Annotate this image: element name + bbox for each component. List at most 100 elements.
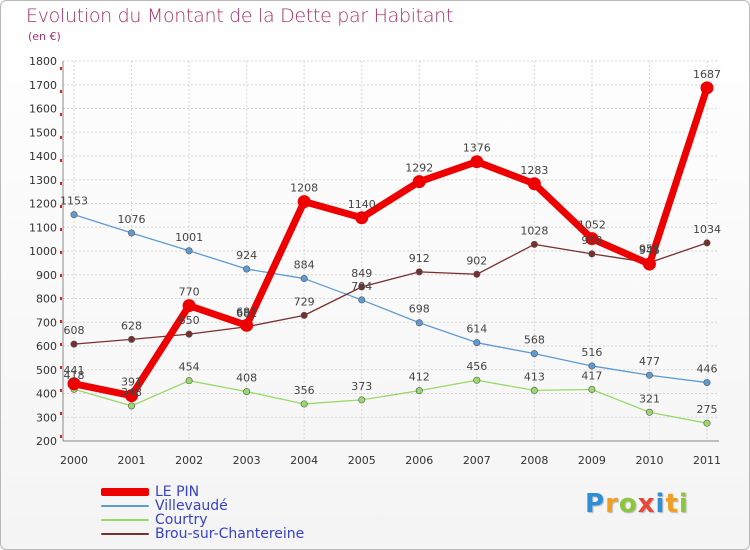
data-label-le-pin: 1140 <box>348 198 376 211</box>
point-villevaud--2000 <box>70 211 78 219</box>
point-brou-sur-chantereine-2004 <box>300 311 308 319</box>
point-le-pin-2004 <box>297 195 311 209</box>
point-brou-sur-chantereine-2002 <box>185 330 193 338</box>
point-villevaud--2004 <box>300 275 308 283</box>
y-tick-label: 1400 <box>29 150 57 163</box>
point-brou-sur-chantereine-2011 <box>703 239 711 247</box>
data-label-brou-sur-chantereine: 650 <box>179 314 200 327</box>
data-label-villevaud-: 614 <box>466 323 487 336</box>
x-tick-label: 2003 <box>233 454 261 467</box>
point-brou-sur-chantereine-2009 <box>588 250 596 258</box>
data-label-le-pin: 1283 <box>520 164 548 177</box>
point-courtry-2009 <box>588 385 596 393</box>
point-villevaud--2003 <box>243 265 251 273</box>
data-label-villevaud-: 794 <box>351 280 372 293</box>
label-layer: 1153 1076 1001 924 884 794 698 614 568 516 477 446 4… <box>60 68 721 416</box>
legend-label: Villevaudé <box>155 498 228 514</box>
point-brou-sur-chantereine-2007 <box>473 270 481 278</box>
data-label-le-pin: 1376 <box>463 142 491 155</box>
legend-swatch <box>101 533 149 535</box>
data-label-le-pin: 770 <box>179 286 200 299</box>
y-tick-label: 1700 <box>29 79 57 92</box>
chart-title: Evolution du Montant de la Dette par Hab… <box>26 5 454 27</box>
data-label-courtry: 413 <box>524 370 545 383</box>
x-tick-label: 2010 <box>635 454 663 467</box>
point-villevaud--2009 <box>588 362 596 370</box>
point-le-pin-2003 <box>240 318 254 332</box>
legend-label: Brou-sur-Chantereine <box>155 526 305 542</box>
y-tick-label: 400 <box>36 388 57 401</box>
point-villevaud--2010 <box>645 371 653 379</box>
data-label-courtry: 417 <box>581 369 602 382</box>
data-label-courtry: 373 <box>351 380 372 393</box>
data-label-le-pin: 391 <box>121 376 142 389</box>
data-label-brou-sur-chantereine: 849 <box>351 267 372 280</box>
point-le-pin-2006 <box>412 175 426 189</box>
legend-label: Courtry <box>155 512 208 528</box>
y-tick-label: 700 <box>36 316 57 329</box>
data-label-villevaud-: 884 <box>294 259 315 272</box>
point-courtry-2010 <box>645 408 653 416</box>
point-villevaud--2001 <box>128 229 136 237</box>
data-label-courtry: 356 <box>294 384 315 397</box>
point-villevaud--2005 <box>358 296 366 304</box>
x-tick-label: 2004 <box>290 454 318 467</box>
y-tick-label: 500 <box>36 364 57 377</box>
legend-swatch <box>101 505 149 507</box>
y-tick-label: 800 <box>36 293 57 306</box>
point-le-pin-2001 <box>125 389 139 403</box>
x-tick-label: 2001 <box>118 454 146 467</box>
point-le-pin-2011 <box>700 81 714 95</box>
logo-letter: P <box>585 489 606 519</box>
data-label-courtry: 456 <box>466 360 487 373</box>
y-tick-label: 1500 <box>29 126 57 139</box>
point-villevaud--2002 <box>185 247 193 255</box>
logo-letter: t <box>665 489 679 519</box>
point-courtry-2005 <box>358 396 366 404</box>
data-label-le-pin: 1687 <box>693 68 721 81</box>
data-label-brou-sur-chantereine: 608 <box>64 324 85 337</box>
data-label-courtry: 321 <box>639 392 660 405</box>
point-brou-sur-chantereine-2000 <box>70 340 78 348</box>
data-label-courtry: 348 <box>121 386 142 399</box>
data-label-brou-sur-chantereine: 902 <box>466 254 487 267</box>
data-label-le-pin: 441 <box>64 364 85 377</box>
data-label-villevaud-: 568 <box>524 334 545 347</box>
logo-letter: x <box>637 489 656 519</box>
point-courtry-2011 <box>703 419 711 427</box>
series-line-brou-sur-chantereine <box>73 242 708 345</box>
data-label-villevaud-: 446 <box>697 363 718 376</box>
y-tick-label: 900 <box>36 269 57 282</box>
data-label-le-pin: 1052 <box>578 219 606 232</box>
data-label-brou-sur-chantereine: 951 <box>639 243 660 256</box>
chart-subtitle: (en €) <box>28 30 61 43</box>
legend-item-villevaud-: Villevaudé <box>101 499 304 513</box>
point-le-pin-2010 <box>642 257 656 271</box>
point-courtry-2004 <box>300 400 308 408</box>
x-tick-label: 2005 <box>348 454 376 467</box>
data-label-courtry: 412 <box>409 371 430 384</box>
series-line-villevaud- <box>73 214 708 384</box>
point-courtry-2002 <box>185 377 193 385</box>
data-label-le-pin: 687 <box>236 305 257 318</box>
legend-label: LE PIN <box>155 484 200 500</box>
data-label-brou-sur-chantereine: 912 <box>409 252 430 265</box>
x-tick-label: 2011 <box>693 454 721 467</box>
x-tick-label: 2002 <box>175 454 203 467</box>
data-label-courtry: 275 <box>697 403 718 416</box>
point-villevaud--2006 <box>415 319 423 327</box>
logo-letter: i <box>678 489 689 519</box>
point-courtry-2003 <box>243 388 251 396</box>
data-label-le-pin: 1292 <box>405 162 433 175</box>
x-tick-label: 2007 <box>463 454 491 467</box>
point-brou-sur-chantereine-2006 <box>415 268 423 276</box>
x-tick-label: 2006 <box>405 454 433 467</box>
y-tick-label: 200 <box>36 435 57 448</box>
data-label-brou-sur-chantereine: 1034 <box>693 223 721 236</box>
point-le-pin-2002 <box>182 299 196 313</box>
point-courtry-2007 <box>473 376 481 384</box>
point-villevaud--2008 <box>530 350 538 358</box>
series-line-le-pin <box>70 84 711 400</box>
